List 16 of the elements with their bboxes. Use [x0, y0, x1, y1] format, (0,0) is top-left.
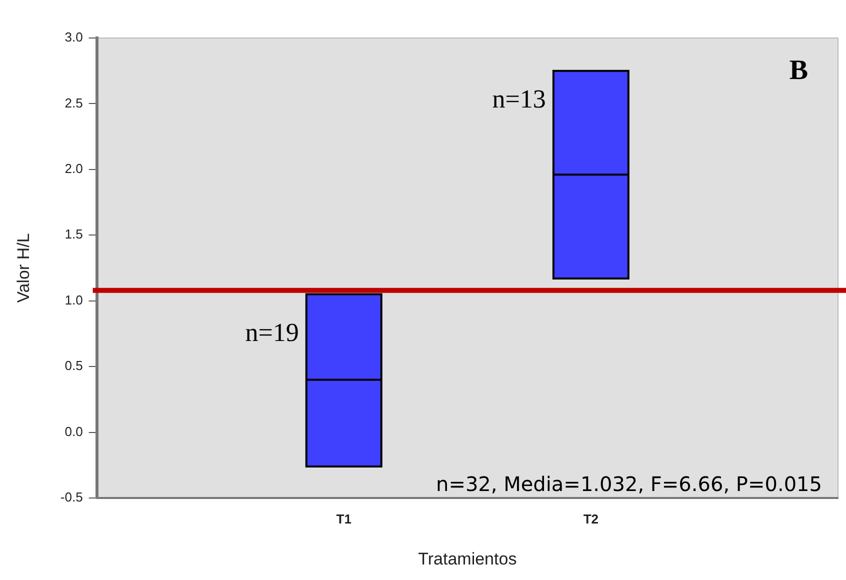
y-tick-label: 3.0	[64, 30, 83, 45]
y-tick-label: 1.5	[64, 226, 83, 242]
y-tick-label: 1.0	[64, 292, 83, 308]
y-axis-title: Valor H/L	[14, 233, 33, 303]
y-tick-label: 2.0	[64, 161, 83, 176]
x-tick-label: T2	[583, 511, 599, 526]
y-tick-label: 2.5	[64, 95, 83, 110]
annotation: n=13	[492, 84, 546, 114]
x-axis-title: Tratamientos	[418, 549, 517, 568]
x-tick-label: T1	[336, 511, 352, 526]
annotation: n=19	[245, 318, 299, 348]
annotation: B	[789, 55, 808, 86]
y-tick-label: -0.5	[60, 490, 83, 505]
y-tick-label: 0.5	[64, 358, 83, 374]
annotation: n=32, Media=1.032, F=6.66, P=0.015	[436, 472, 822, 496]
y-tick-label: 0.0	[64, 424, 83, 439]
